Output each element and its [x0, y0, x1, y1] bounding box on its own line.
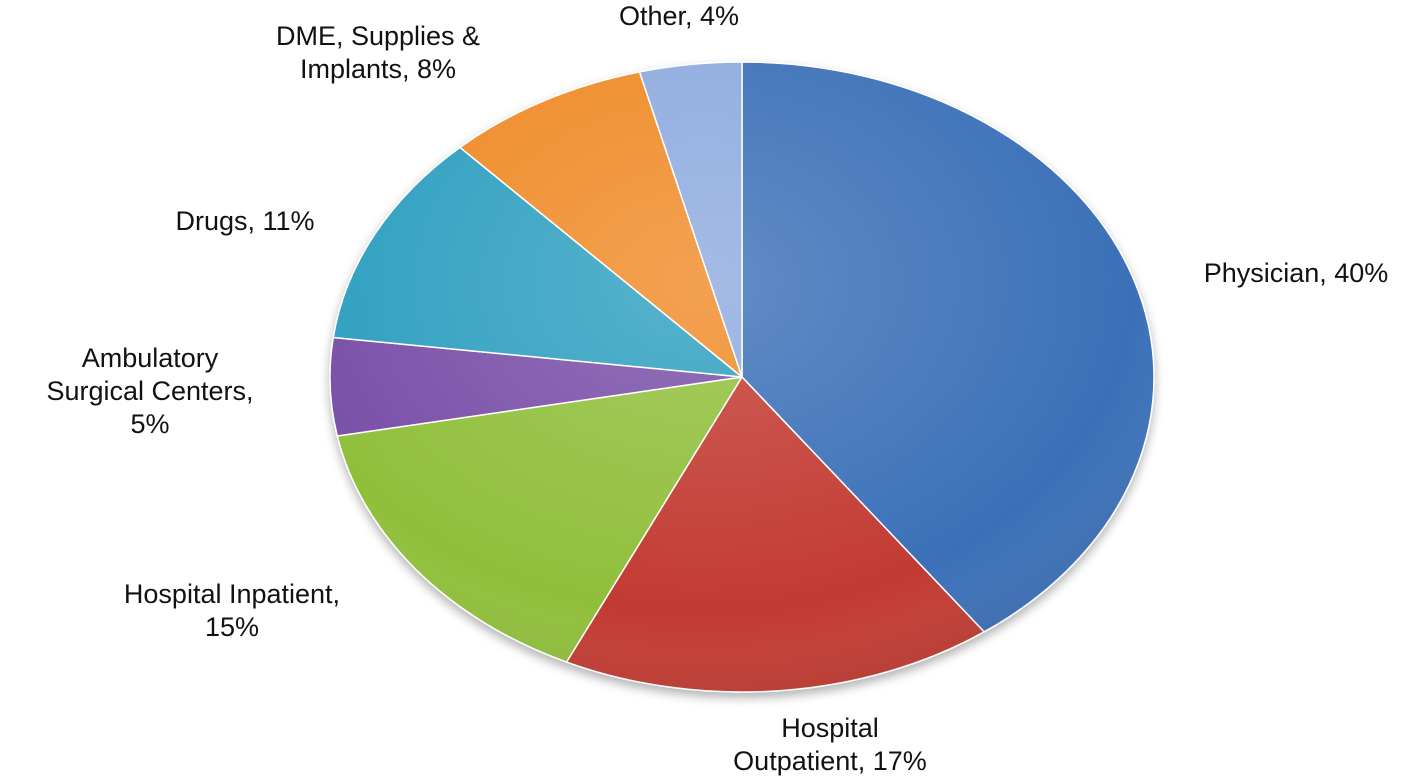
- data-label-line: Physician, 40%: [1204, 258, 1389, 288]
- data-label-other-4: Other, 4%: [619, 1, 739, 31]
- data-label-line: Implants, 8%: [300, 54, 456, 84]
- data-label-ambulatory-surgical-centers-5: Ambulatory Surgical Centers, 5%: [46, 343, 253, 439]
- data-label-line: Hospital: [781, 713, 879, 743]
- data-label-line: 5%: [130, 409, 169, 439]
- data-label-line: Other, 4%: [619, 1, 739, 31]
- data-label-line: Ambulatory: [82, 343, 219, 373]
- data-label-hospital-inpatient-15: Hospital Inpatient, 15%: [124, 579, 340, 642]
- data-label-hospital-outpatient-17: Hospital Outpatient, 17%: [733, 713, 927, 776]
- data-label-line: DME, Supplies &: [276, 21, 480, 51]
- data-label-drugs-11: Drugs, 11%: [175, 206, 314, 236]
- data-label-line: 15%: [205, 612, 259, 642]
- data-label-line: Outpatient, 17%: [733, 746, 927, 776]
- data-label-physician-40: Physician, 40%: [1204, 258, 1389, 288]
- data-label-dme-supplies-implants-8: DME, Supplies & Implants, 8%: [276, 21, 480, 84]
- data-label-line: Drugs, 11%: [175, 206, 314, 236]
- data-label-line: Surgical Centers,: [46, 376, 253, 406]
- pie-labels: Physician, 40%Hospital Outpatient, 17%Hos…: [46, 1, 1388, 776]
- data-label-line: Hospital Inpatient,: [124, 579, 340, 609]
- pie-slices: [329, 61, 1155, 693]
